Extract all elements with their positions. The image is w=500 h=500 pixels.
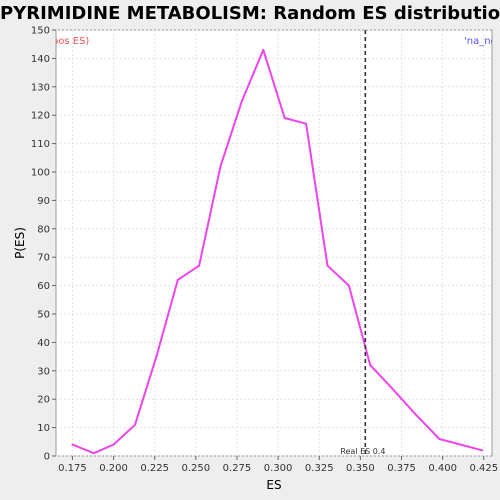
series-line-0	[72, 48, 483, 455]
data-point	[347, 284, 350, 287]
x-tick-label: 0.375	[387, 463, 416, 474]
x-tick-label: 0.225	[140, 463, 169, 474]
y-axis: 0 10 20 30 40 50 60 70 80 90 100 110 120 130 140 150	[31, 26, 56, 463]
grid	[56, 29, 492, 457]
y-tick-label: 120	[31, 111, 50, 122]
x-tick-label: 0.300	[264, 463, 293, 474]
x-axis: 0.175 0.200 0.225 0.250 0.275 0.300 0.325 0.350…	[58, 456, 498, 474]
plot-area	[55, 29, 493, 457]
x-tick-label: 0.425	[469, 463, 498, 474]
y-tick-label: 130	[31, 82, 50, 93]
y-tick-label: 70	[37, 253, 50, 264]
data-point	[240, 100, 243, 102]
data-point	[438, 437, 441, 440]
data-point	[262, 48, 265, 51]
y-tick-label: 80	[37, 224, 50, 235]
data-point	[155, 355, 158, 358]
data-point	[176, 278, 179, 281]
x-tick-label: 0.350	[346, 463, 375, 474]
data-point	[283, 117, 286, 120]
x-tick-label: 0.400	[428, 463, 457, 474]
y-tick-label: 110	[31, 139, 50, 150]
data-point	[133, 423, 136, 426]
x-axis-label: ES	[266, 478, 281, 492]
data-point	[369, 364, 372, 367]
data-point	[326, 264, 329, 267]
y-tick-label: 0	[44, 452, 50, 463]
annotation-layer: Real ES 0.4 (pos ES) 'na_neg	[48, 30, 500, 456]
x-tick-label: 0.325	[305, 463, 334, 474]
data-point	[219, 165, 222, 168]
data-point	[390, 386, 393, 389]
data-point	[198, 264, 201, 267]
y-tick-label: 20	[37, 395, 50, 406]
y-tick-label: 90	[37, 196, 50, 207]
y-tick-label: 40	[37, 338, 50, 349]
left-corner-label: (pos ES)	[48, 36, 89, 47]
right-corner-label: 'na_neg	[464, 36, 500, 47]
y-tick-label: 60	[37, 281, 50, 292]
data-point	[92, 452, 95, 455]
data-point	[413, 412, 416, 415]
chart-title: PYRIMIDINE METABOLISM: Random ES distrib…	[0, 3, 500, 24]
y-tick-label: 150	[31, 26, 50, 37]
x-tick-label: 0.175	[58, 463, 87, 474]
y-tick-label: 30	[37, 366, 50, 377]
series-layer	[71, 48, 484, 455]
x-tick-label: 0.200	[99, 463, 128, 474]
y-tick-label: 50	[37, 310, 50, 321]
y-tick-label: 100	[31, 168, 50, 179]
real-es-label: Real ES 0.4	[340, 447, 385, 456]
x-tick-label: 0.275	[223, 463, 252, 474]
data-point	[112, 443, 115, 446]
data-point	[71, 443, 74, 446]
data-point	[305, 122, 308, 125]
y-axis-label: P(ES)	[13, 227, 27, 259]
y-tick-label: 140	[31, 54, 50, 65]
x-tick-label: 0.250	[182, 463, 211, 474]
y-tick-label: 10	[37, 423, 50, 434]
data-point	[459, 443, 462, 446]
data-point	[481, 449, 484, 452]
